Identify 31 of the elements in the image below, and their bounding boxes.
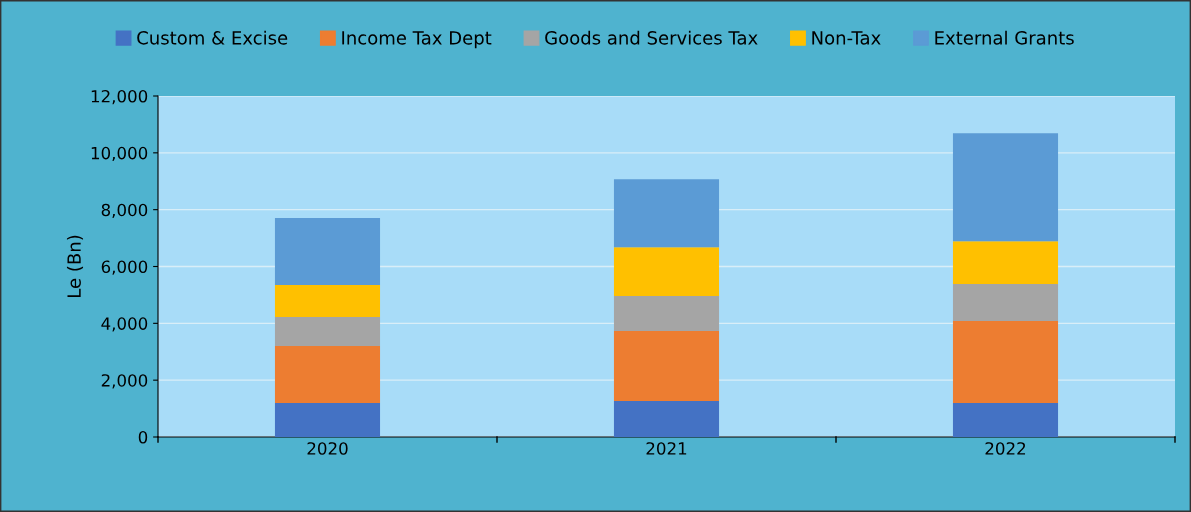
- y-tick-label: 10,000: [91, 146, 148, 162]
- bar: [274, 346, 381, 403]
- bar: [274, 284, 381, 318]
- bar: [613, 247, 720, 297]
- y-tick-label: 8,000: [101, 203, 148, 218]
- legend-label: Non-Tax: [812, 31, 881, 45]
- bar: [952, 402, 1059, 437]
- y-tick-label: 2,000: [101, 374, 148, 389]
- bar: [952, 241, 1059, 285]
- bar: [613, 179, 720, 248]
- bar: [952, 133, 1059, 242]
- legend-label: Goods and Services Tax: [545, 30, 758, 45]
- y-tick-label: 0: [138, 430, 148, 444]
- y-tick-label: 12,000: [91, 89, 148, 105]
- legend-label: External Grants: [935, 30, 1074, 45]
- x-tick-label: 2021: [646, 442, 687, 455]
- y-axis-title: Le (Bn): [66, 235, 84, 297]
- bar: [952, 284, 1059, 322]
- bar: [613, 296, 720, 332]
- bar: [274, 217, 381, 285]
- legend-label: Income Tax Dept: [342, 31, 492, 49]
- y-tick-label: 4,000: [101, 317, 148, 332]
- y-tick-label: 6,000: [101, 260, 148, 275]
- bar: [613, 400, 720, 437]
- bar: [952, 321, 1059, 403]
- x-tick-label: 2022: [985, 442, 1026, 455]
- bar: [613, 331, 720, 401]
- bar: [274, 317, 381, 347]
- legend-label: Custom & Excise: [137, 30, 288, 45]
- x-tick-label: 2020: [307, 442, 348, 455]
- bar: [274, 402, 381, 437]
